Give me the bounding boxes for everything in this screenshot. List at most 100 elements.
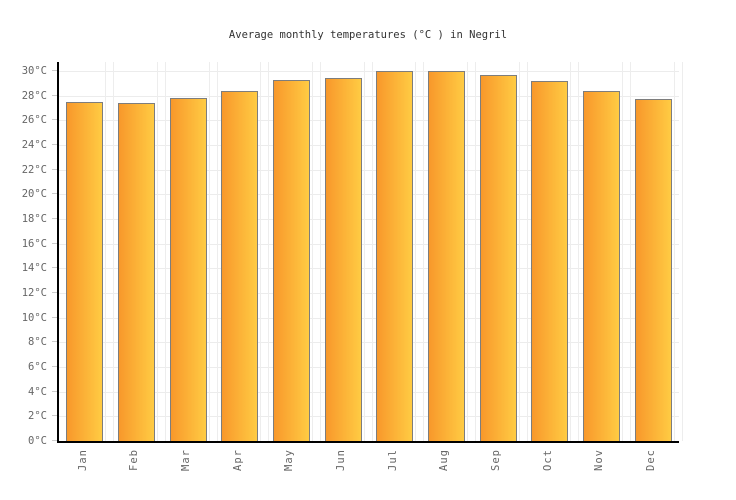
x-tick-label: Feb (128, 449, 141, 471)
gridline-horizontal (59, 145, 679, 146)
bar-dec (634, 99, 672, 441)
gridline-horizontal (59, 268, 679, 270)
y-tick-label: 6°C (28, 361, 47, 373)
y-tick-label: 22°C (21, 163, 47, 176)
gridline-vertical (320, 62, 321, 441)
bar-aug (428, 71, 465, 441)
y-tick-label: 12°C (21, 287, 47, 299)
gridline-horizontal (59, 416, 679, 418)
y-tick-label: 0°C (28, 435, 47, 447)
x-label-slot: Jul (367, 449, 419, 471)
bar-nov (583, 90, 620, 441)
y-axis-tick (52, 94, 57, 96)
y-axis-tick (52, 119, 57, 121)
y-tick-label: 2°C (28, 410, 47, 423)
x-tick-label: Nov (593, 449, 606, 471)
y-axis-tick (52, 415, 57, 417)
gridline-horizontal (59, 71, 679, 72)
x-label-slot: Sep (470, 449, 522, 471)
gridline-horizontal (59, 243, 679, 245)
x-tick-label: Aug (438, 449, 451, 471)
x-label-slot: Feb (109, 449, 161, 471)
x-label-slot: Aug (419, 449, 471, 471)
x-tick-label: Apr (231, 449, 244, 471)
gridline-vertical (681, 62, 683, 441)
gridline-vertical (467, 62, 468, 441)
x-axis-labels: Jan Feb Mar Apr May Jun Jul Aug Sep Oct Nov Dec (57, 449, 677, 494)
x-tick-label: Dec (645, 449, 658, 471)
y-tick-label: 30°C (21, 65, 47, 77)
bar-oct (531, 80, 569, 441)
gridline-vertical (423, 62, 425, 441)
bar-jan (66, 101, 104, 441)
x-tick-label: May (283, 449, 296, 471)
gridline-vertical (570, 62, 572, 441)
bar-jul (376, 71, 414, 441)
y-tick-label: 20°C (21, 188, 47, 201)
y-axis-tick (52, 390, 57, 392)
x-label-slot: Oct (522, 449, 574, 471)
y-tick-label: 18°C (21, 213, 47, 225)
gridline-horizontal (59, 367, 679, 368)
x-label-slot: Jun (315, 449, 367, 471)
bar-apr (221, 90, 259, 441)
gridline-vertical (526, 62, 528, 441)
x-tick-label: Mar (180, 449, 193, 471)
bar-mar (169, 98, 207, 441)
gridline-horizontal (59, 219, 679, 220)
gridline-horizontal (59, 194, 679, 196)
y-axis-tick (52, 440, 57, 441)
gridline-vertical (208, 62, 210, 441)
y-tick-label: 28°C (21, 89, 47, 102)
x-tick-label: Jun (335, 449, 348, 471)
x-label-slot: Jan (57, 449, 109, 471)
gridline-horizontal (59, 391, 679, 393)
plot-area: 0°C 2°C 4°C 6°C 8°C 10°C 12°C 14°C 16°C 18°C 20°C 2… (22, 62, 683, 447)
x-label-slot: Nov (574, 449, 626, 471)
bar-sep (479, 74, 517, 441)
gridline-vertical (363, 62, 365, 441)
gridline-vertical (312, 62, 313, 441)
gridline-vertical (260, 62, 262, 441)
x-label-slot: Apr (212, 449, 264, 471)
y-tick-label: 26°C (21, 114, 47, 127)
y-axis-tick (52, 218, 57, 219)
gridline-horizontal (59, 95, 679, 97)
y-axis-tick (52, 168, 57, 170)
bar-feb (118, 103, 155, 441)
y-tick-label: 16°C (21, 237, 47, 250)
gridline-horizontal (59, 169, 679, 171)
y-axis-tick (52, 316, 57, 318)
bar-may (273, 79, 310, 441)
y-tick-label: 24°C (21, 139, 47, 151)
gridline-vertical (415, 62, 417, 441)
gridline-vertical (216, 62, 218, 441)
gridline-vertical (157, 62, 158, 441)
x-label-slot: Mar (160, 449, 212, 471)
chart-title: Average monthly temperatures (°C ) in Ne… (228, 29, 508, 41)
gridline-vertical (622, 62, 623, 441)
x-tick-label: Jan (76, 449, 89, 471)
y-tick-label: 8°C (28, 336, 47, 349)
x-tick-label: Sep (490, 449, 503, 471)
y-axis-tick (52, 242, 57, 244)
gridline-horizontal (59, 293, 679, 294)
gridline-horizontal (59, 317, 679, 319)
gridline-vertical (165, 62, 166, 441)
gridline-vertical (673, 62, 675, 441)
y-axis-tick (52, 341, 57, 343)
gridline-vertical (113, 62, 115, 441)
y-axis-tick (52, 366, 57, 367)
x-label-slot: Dec (625, 449, 677, 471)
x-tick-label: Jul (386, 449, 399, 471)
x-label-slot: May (264, 449, 316, 471)
y-axis-tick (52, 144, 57, 145)
y-tick-label: 4°C (28, 385, 47, 398)
gridline-vertical (578, 62, 580, 441)
gridline-vertical (630, 62, 631, 441)
y-axis-tick (52, 70, 57, 71)
gridline-vertical (105, 62, 107, 441)
gridline-vertical (371, 62, 373, 441)
gridline-vertical (268, 62, 270, 441)
